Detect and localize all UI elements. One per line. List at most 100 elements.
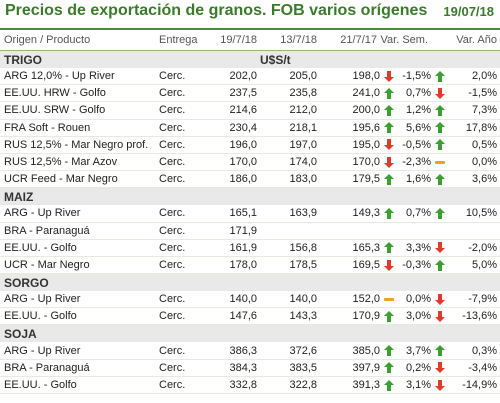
arrow-up-icon: [383, 242, 394, 254]
table-row: EE.UU. SRW - Golfo Cerc. 214,6 212,0 200,0 1,…: [0, 101, 500, 120]
var-week: 0,7%: [397, 84, 432, 103]
price-date-1: 332,8: [210, 376, 260, 395]
section-name: TRIGO: [0, 50, 260, 68]
var-week: 1,2%: [397, 101, 432, 120]
delivery-cell: Cerc.: [155, 222, 210, 240]
arrow-up-icon: [383, 208, 394, 219]
arrow-down-icon: [383, 156, 394, 168]
price-date-2: 383,5: [260, 359, 320, 377]
section-spacer: [320, 50, 500, 68]
delivery-cell: Cerc.: [155, 376, 210, 395]
year-trend: [431, 84, 449, 103]
price-date-3: 149,3: [320, 205, 380, 223]
arrow-up-icon: [434, 208, 445, 219]
var-year: 7,3%: [448, 101, 500, 120]
delivery-cell: Cerc.: [155, 84, 210, 103]
arrow-up-icon: [383, 105, 394, 117]
var-week: 3,1%: [397, 376, 432, 395]
product-name: EE.UU. HRW - Golfo: [0, 84, 155, 103]
section-name: MAIZ: [0, 187, 260, 206]
week-trend: [380, 119, 397, 137]
var-week: -0,3%: [397, 256, 432, 275]
var-year: -1,5%: [448, 84, 500, 103]
year-trend: [431, 136, 449, 154]
price-date-1: 230,4: [210, 119, 260, 137]
arrow-up-icon: [383, 345, 394, 357]
section-spacer: [260, 324, 500, 343]
table-row: BRA - Paranaguá Cerc. 384,3 383,5 397,9 0,2% -…: [0, 359, 500, 377]
unit-label: U$S/t: [260, 50, 320, 68]
price-date-3: [320, 222, 380, 240]
price-date-1: 214,6: [210, 101, 260, 120]
table-row: ARG 12,0% - Up River Cerc. 202,0 205,0 198,0…: [0, 68, 500, 86]
section-name: SORGO: [0, 273, 260, 292]
price-date-2: 218,1: [260, 119, 320, 137]
price-date-2: 156,8: [260, 239, 320, 257]
table-row: ARG - Up River Cerc. 165,1 163,9 149,3 0,7% 10…: [0, 205, 500, 223]
var-week: 5,6%: [397, 119, 432, 137]
year-trend: [431, 222, 449, 240]
table-row: EE.UU. HRW - Golfo Cerc. 237,5 235,8 241,0 0,…: [0, 84, 500, 103]
product-name: EE.UU. SRW - Golfo: [0, 101, 155, 120]
price-date-2: 322,8: [260, 376, 320, 395]
product-name: ARG - Up River: [0, 342, 155, 360]
delivery-cell: Cerc.: [155, 153, 210, 172]
product-name: RUS 12,5% - Mar Azov: [0, 153, 155, 172]
var-year: 5,0%: [448, 256, 500, 275]
week-trend: [380, 342, 397, 360]
var-year: 3,6%: [448, 170, 500, 189]
week-trend: [380, 153, 397, 172]
delivery-cell: Cerc.: [155, 256, 210, 275]
price-date-2: 174,0: [260, 153, 320, 172]
arrow-up-icon: [434, 345, 445, 357]
delivery-cell: Cerc.: [155, 291, 210, 309]
price-date-2: 197,0: [260, 136, 320, 154]
year-trend: [431, 291, 449, 309]
price-date-1: 147,6: [210, 307, 260, 326]
var-week: -2,3%: [397, 153, 432, 172]
price-date-1: 178,0: [210, 256, 260, 275]
arrow-down-icon: [383, 70, 394, 82]
price-date-2: 212,0: [260, 101, 320, 120]
price-date-1: 170,0: [210, 153, 260, 172]
price-date-2: 183,0: [260, 170, 320, 189]
section-header-maiz: MAIZ: [0, 187, 500, 206]
delivery-cell: Cerc.: [155, 359, 210, 377]
table-row: BRA - Paranaguá Cerc. 171,9: [0, 222, 500, 240]
table-row: EE.UU. - Golfo Cerc. 332,8 322,8 391,3 3,1% -1…: [0, 376, 500, 395]
product-name: BRA - Paranaguá: [0, 222, 155, 240]
delivery-cell: Cerc.: [155, 170, 210, 189]
col-date-1: 19/7/18: [210, 30, 260, 51]
week-trend: [380, 222, 397, 240]
price-date-1: 384,3: [210, 359, 260, 377]
var-year: -14,9%: [448, 376, 500, 395]
price-date-3: 198,0: [320, 68, 380, 86]
price-date-2: 140,0: [260, 291, 320, 309]
price-date-3: 170,0: [320, 153, 380, 172]
product-name: BRA - Paranaguá: [0, 359, 155, 377]
product-name: ARG - Up River: [0, 291, 155, 309]
week-trend: [380, 376, 397, 395]
year-trend: [431, 68, 449, 86]
year-trend: [431, 239, 449, 257]
price-date-2: 178,5: [260, 256, 320, 275]
arrow-up-icon: [434, 139, 445, 151]
col-var-year: Var. Año: [431, 30, 500, 51]
product-name: ARG 12,0% - Up River: [0, 68, 155, 86]
week-trend: [380, 239, 397, 257]
price-date-1: 237,5: [210, 84, 260, 103]
col-product: Origen / Producto: [0, 30, 155, 51]
arrow-down-icon: [383, 139, 394, 151]
var-week: 0,0%: [397, 291, 432, 309]
price-date-3: 200,0: [320, 101, 380, 120]
var-year: 17,8%: [448, 119, 500, 137]
delivery-cell: Cerc.: [155, 136, 210, 154]
section-header-trigo: TRIGO U$S/t: [0, 50, 500, 68]
table-row: UCR - Mar Negro Cerc. 178,0 178,5 169,5 -0,3%…: [0, 256, 500, 275]
arrow-up-icon: [383, 310, 394, 322]
var-year: 0,0%: [448, 153, 500, 172]
arrow-up-icon: [434, 122, 445, 134]
product-name: RUS 12,5% - Mar Negro prof.: [0, 136, 155, 154]
price-date-1: 165,1: [210, 205, 260, 223]
delivery-cell: Cerc.: [155, 307, 210, 326]
